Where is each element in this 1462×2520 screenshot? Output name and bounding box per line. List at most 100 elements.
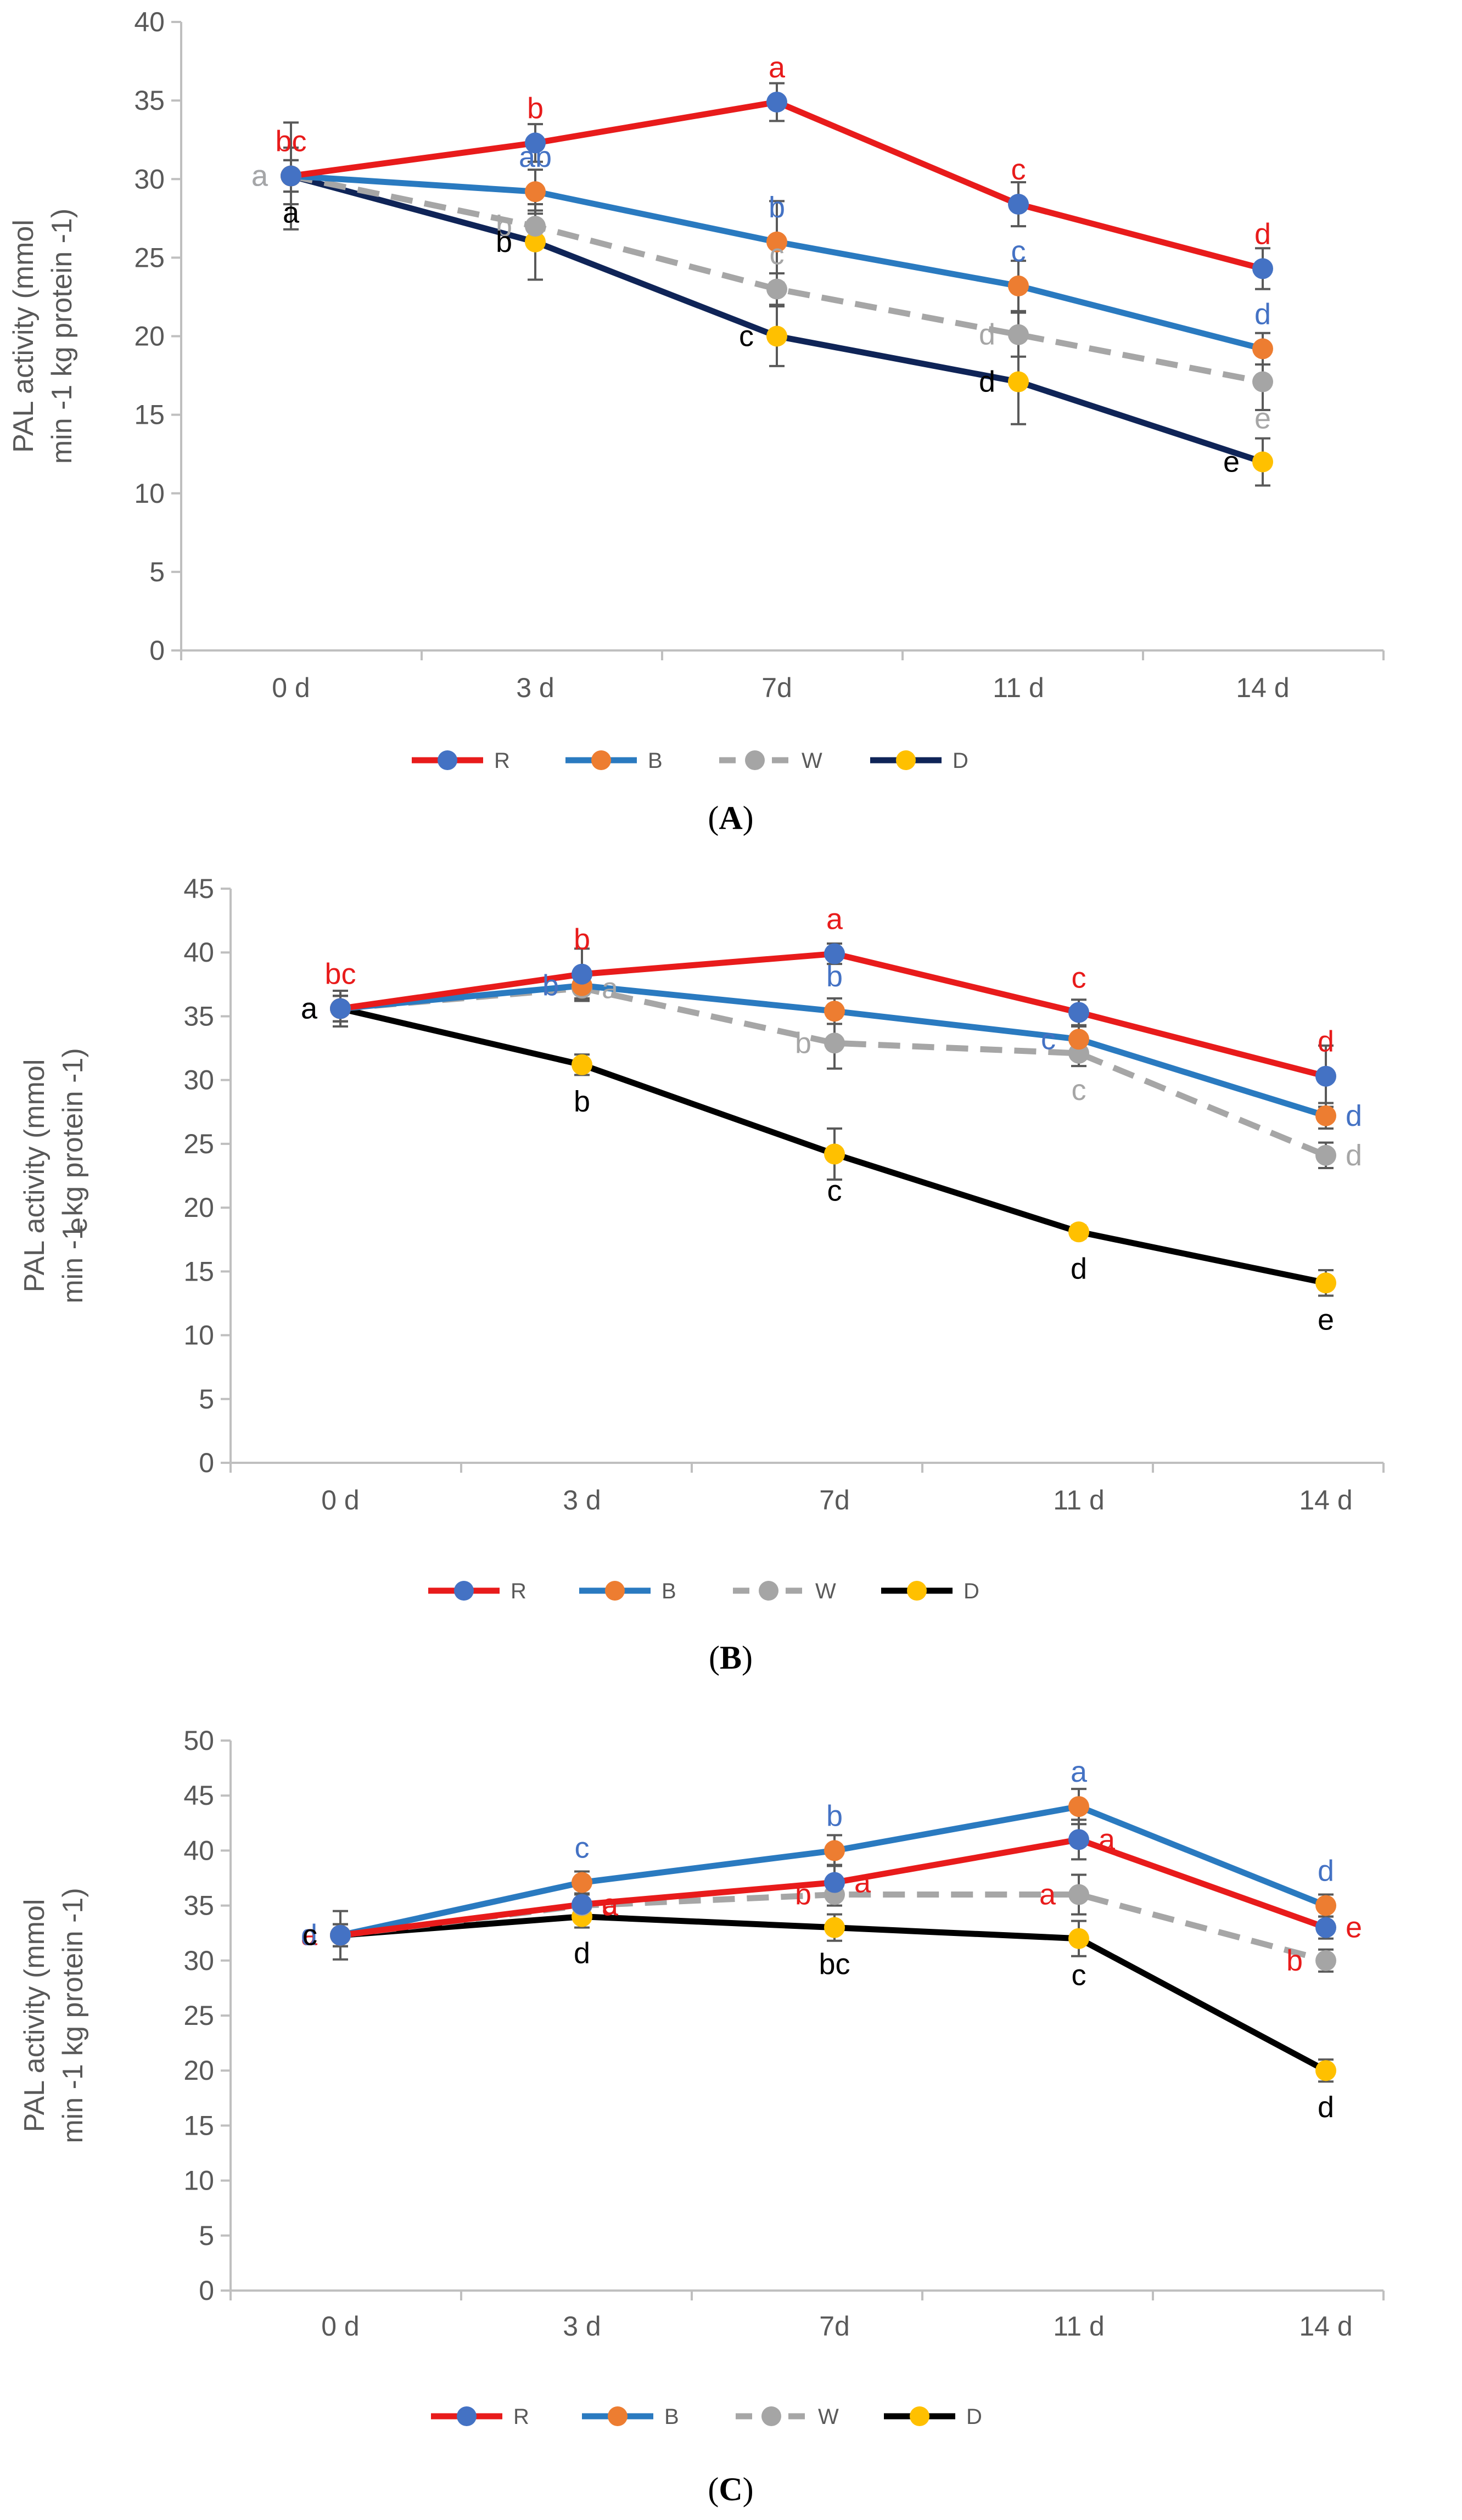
legend-marker-B xyxy=(605,1581,625,1601)
significance-letter-D: b xyxy=(496,226,512,259)
y-tick-label: 15 xyxy=(183,1256,214,1287)
significance-letter-R: b xyxy=(527,92,544,125)
significance-letter-B: d xyxy=(1318,1855,1334,1888)
significance-letter-D: b xyxy=(574,1085,590,1118)
y-tick-label: 0 xyxy=(199,2275,214,2306)
data-point-R xyxy=(824,1872,845,1893)
data-point-D xyxy=(1008,371,1029,392)
data-point-R xyxy=(1252,258,1273,279)
y-tick-label: 5 xyxy=(199,1384,214,1415)
data-point-R xyxy=(1315,1917,1336,1938)
significance-letter-R: a xyxy=(769,51,786,84)
series-line-W xyxy=(290,173,1264,385)
data-point-R xyxy=(1068,1002,1089,1023)
significance-letter-W: a xyxy=(602,1889,619,1922)
significance-letter-B: d xyxy=(301,1919,317,1952)
series-line-D xyxy=(340,1913,1327,2074)
legend-label-D: D xyxy=(953,749,968,773)
significance-letter-B: a xyxy=(301,992,318,1025)
significance-letter-R: a xyxy=(826,903,843,936)
x-tick-label: 3 d xyxy=(563,2311,601,2342)
y-tick-label: 40 xyxy=(183,937,214,968)
legend-label-D: D xyxy=(964,1579,979,1603)
significance-letter-D: e xyxy=(1318,1303,1334,1336)
data-point-R xyxy=(572,1894,592,1915)
x-tick-label: 7d xyxy=(819,1485,850,1516)
legend-label-B: B xyxy=(662,1579,676,1603)
y-axis-title-line2: min ‑1 kg protein ‑1) xyxy=(57,1048,89,1303)
significance-letter-R: d xyxy=(1254,217,1271,250)
legend-marker-D xyxy=(907,1581,927,1601)
significance-letter-R: bc xyxy=(275,125,306,158)
significance-letter-D: e xyxy=(1223,446,1240,479)
panel-caption: (A) xyxy=(708,800,753,836)
series-line-W xyxy=(340,985,1327,1158)
significance-letter-W: d xyxy=(979,318,995,351)
x-tick-label: 0 d xyxy=(321,1485,360,1516)
y-tick-label: 30 xyxy=(183,1945,214,1976)
significance-letter-R: d xyxy=(1318,1025,1334,1058)
significance-letter-D: bc xyxy=(819,1948,850,1981)
data-point-W xyxy=(1068,1884,1089,1905)
data-point-R xyxy=(572,963,592,985)
legend-label-B: B xyxy=(664,2405,679,2429)
data-point-B xyxy=(525,181,546,203)
legend-marker-R xyxy=(457,2406,477,2426)
data-point-W xyxy=(1315,1950,1336,1971)
significance-letter-W: a xyxy=(1039,1878,1056,1911)
significance-letter-W: d xyxy=(1346,1139,1362,1172)
significance-letter-R: b xyxy=(574,923,590,956)
legend-label-W: W xyxy=(802,749,822,773)
x-tick-label: 14 d xyxy=(1236,672,1289,703)
significance-letter-B: ab xyxy=(519,141,552,173)
significance-letter-W: c xyxy=(303,1919,317,1952)
x-tick-label: 11 d xyxy=(1053,2311,1105,2342)
significance-letter-B: b xyxy=(769,191,785,224)
significance-letter-R: a xyxy=(1099,1823,1116,1856)
data-point-W xyxy=(1252,371,1273,392)
significance-letter-D: c xyxy=(827,1174,842,1207)
significance-letter-R: e xyxy=(1346,1911,1362,1944)
data-point-B xyxy=(1068,1029,1089,1050)
significance-letter-W: b xyxy=(496,210,512,243)
significance-letter-W: c xyxy=(1072,1074,1086,1107)
y-axis-title-line1: PAL activity (mmol xyxy=(19,1899,51,2132)
significance-letter-D: c xyxy=(1072,1959,1086,1992)
significance-letter-R: c xyxy=(1072,961,1086,994)
y-tick-label: 10 xyxy=(134,478,165,509)
data-point-B xyxy=(766,231,787,252)
legend-marker-W xyxy=(761,2406,781,2426)
y-axis-title-stray: e xyxy=(61,1217,93,1233)
y-tick-label: 0 xyxy=(149,635,165,666)
data-point-D xyxy=(1315,1272,1336,1294)
data-point-B xyxy=(1315,1895,1336,1916)
data-point-B xyxy=(1008,275,1029,296)
significance-letter-B: d xyxy=(1346,1099,1362,1132)
legend-marker-D xyxy=(910,2406,929,2426)
significance-letter-D: a xyxy=(283,197,300,229)
y-tick-label: 30 xyxy=(134,164,165,194)
significance-letter-D: d xyxy=(979,366,995,399)
x-tick-label: 11 d xyxy=(1053,1485,1105,1516)
chart-panel-A: 0 5 10 15 20 25 30 35 40 0 d 3 d 7d 11 d 14 d PAL acti… xyxy=(8,7,1385,836)
legend-marker-R xyxy=(454,1581,474,1601)
significance-letter-W: e xyxy=(1254,402,1271,435)
data-point-B xyxy=(1068,1796,1089,1817)
y-tick-label: 20 xyxy=(183,2055,214,2086)
significance-letter-B: c xyxy=(575,1832,590,1865)
y-tick-label: 15 xyxy=(134,400,165,430)
significance-letter-R: a xyxy=(301,1919,318,1952)
y-axis-title-line2: min ‑1 kg protein ‑1) xyxy=(57,1888,89,2143)
significance-letter-B: c xyxy=(1011,235,1026,268)
y-tick-label: 25 xyxy=(134,242,165,273)
data-point-D xyxy=(1068,1221,1089,1243)
data-point-W xyxy=(766,278,787,300)
y-tick-label: 50 xyxy=(183,1725,214,1756)
significance-letter-B: d xyxy=(1254,298,1271,330)
y-tick-label: 10 xyxy=(183,1320,214,1351)
data-point-W xyxy=(1008,324,1029,345)
x-tick-label: 3 d xyxy=(563,1485,601,1516)
legend-marker-W xyxy=(745,750,765,770)
y-tick-label: 35 xyxy=(183,1001,214,1031)
